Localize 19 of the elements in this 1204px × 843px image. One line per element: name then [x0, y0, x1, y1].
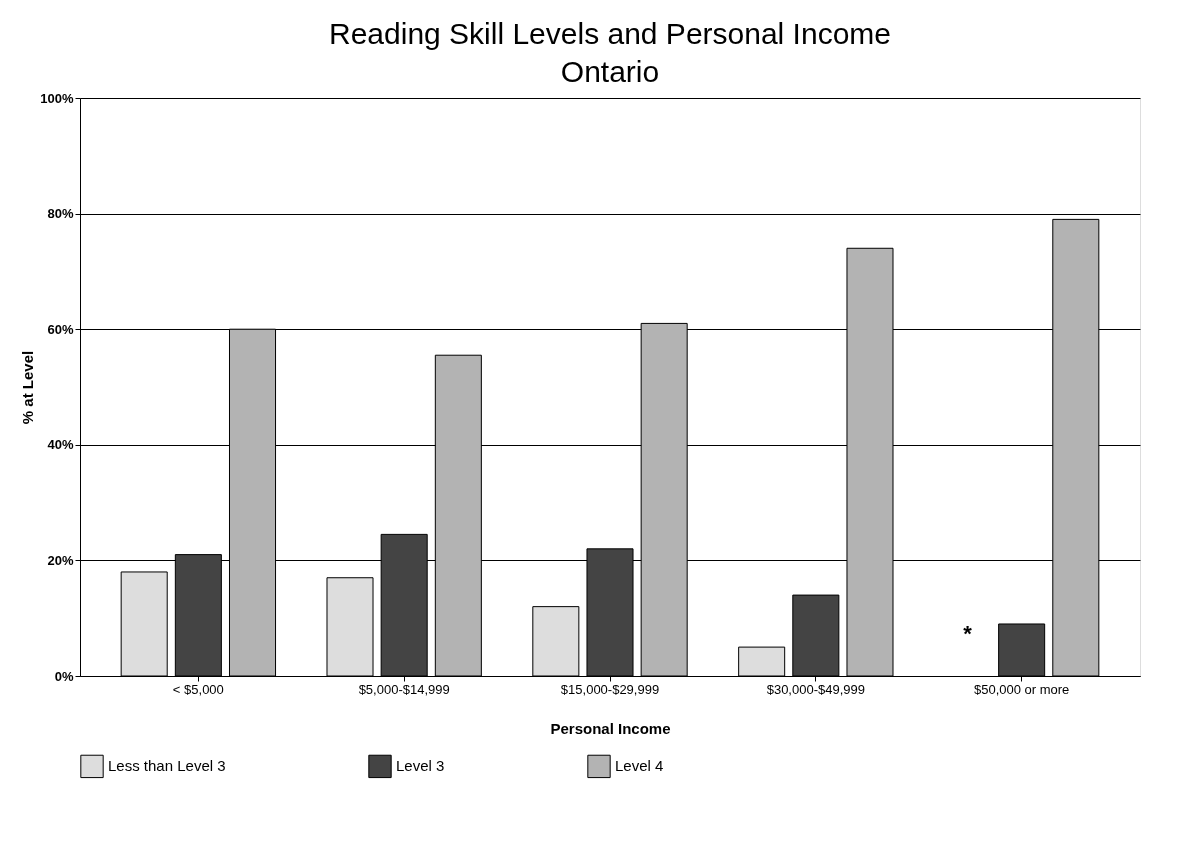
y-tick-label: 20% — [47, 552, 74, 568]
x-tick-label: < $5,000 — [172, 681, 224, 697]
y-tick-label: 80% — [47, 206, 74, 222]
y-tick-label: 60% — [47, 321, 74, 337]
y-tick-label: 100% — [40, 90, 74, 106]
y-tick-label: 0% — [54, 668, 74, 684]
x-tick-label: $30,000-$49,999 — [766, 681, 865, 697]
legend-label: Level 4 — [615, 757, 664, 775]
chart-title: Reading Skill Levels and Personal Income — [329, 17, 891, 50]
chart-subtitle: Ontario — [560, 55, 660, 88]
x-tick-label: $15,000-$29,999 — [560, 681, 660, 697]
y-tick-label: 40% — [47, 437, 74, 453]
y-axis-title: % at Level — [19, 350, 37, 425]
legend-label: Less than Level 3 — [108, 757, 226, 775]
x-tick-label: $50,000 or more — [973, 681, 1070, 697]
x-axis-title: Personal Income — [550, 719, 671, 737]
legend-label: Level 3 — [396, 757, 445, 775]
x-tick-label: $5,000-$14,999 — [358, 681, 450, 697]
annotation: * — [963, 621, 973, 646]
